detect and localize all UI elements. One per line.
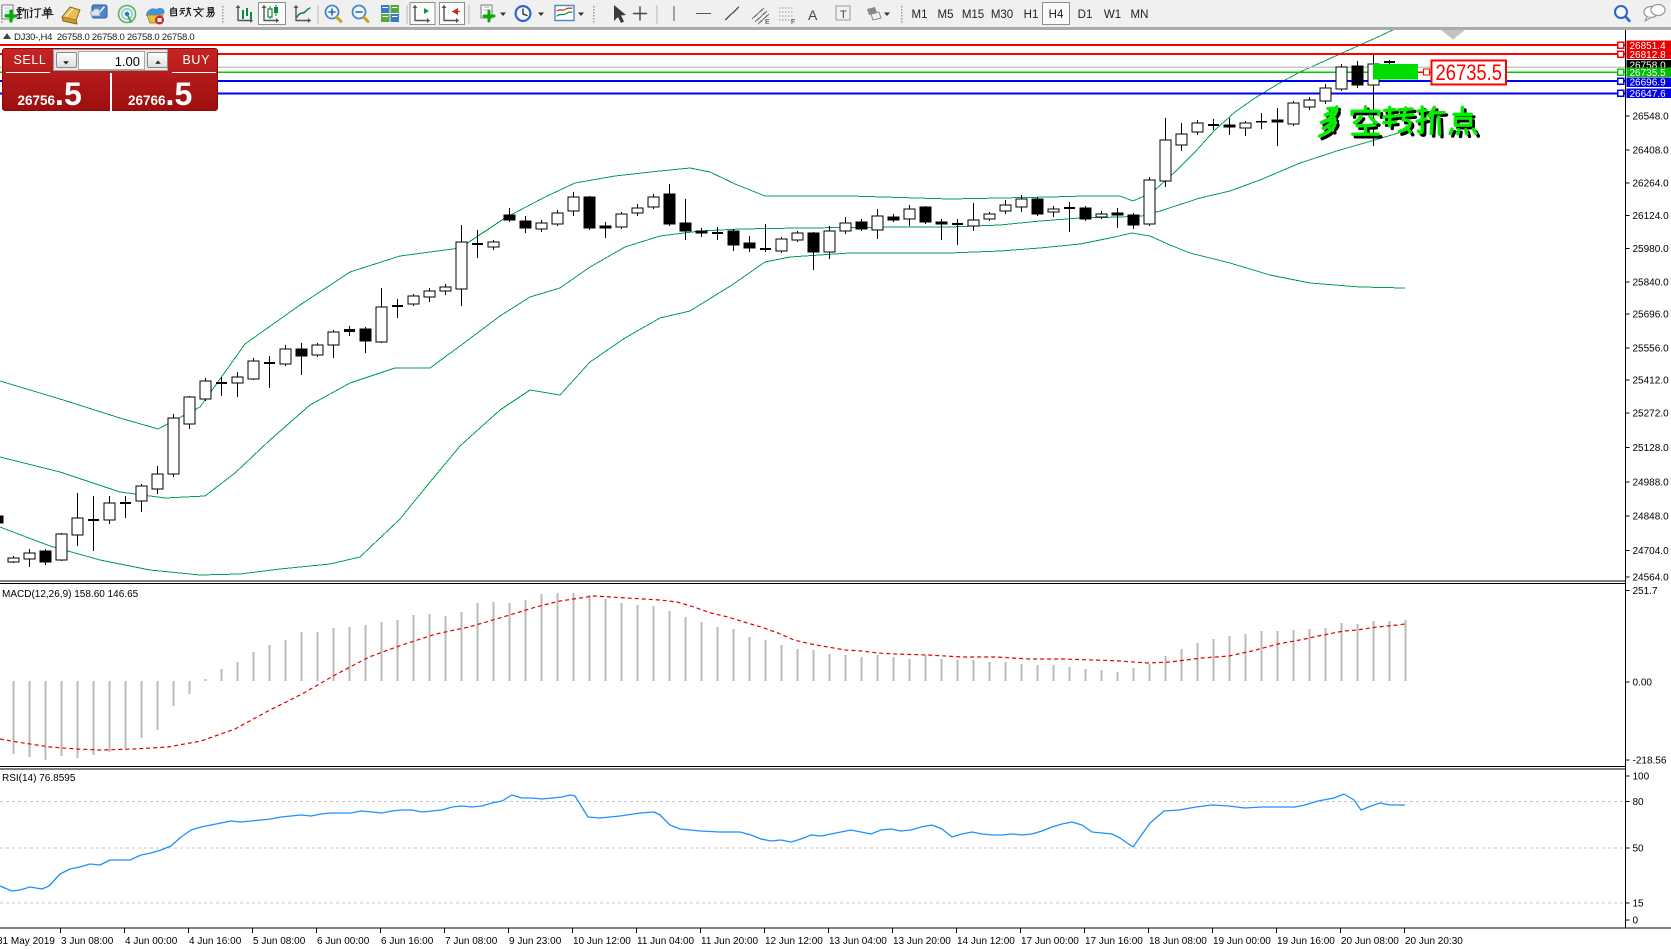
svg-text:M30: M30: [991, 9, 1013, 21]
svg-text:M15: M15: [962, 9, 984, 21]
svg-text:100: 100: [1633, 772, 1650, 783]
svg-text:26735.5: 26735.5: [1630, 68, 1667, 79]
svg-text:MACD(12,26,9) 158.60 146.65: MACD(12,26,9) 158.60 146.65: [2, 589, 139, 600]
svg-text:4 Jun 16:00: 4 Jun 16:00: [189, 936, 242, 947]
svg-text:5 Jun 08:00: 5 Jun 08:00: [253, 936, 306, 947]
svg-text:24848.0: 24848.0: [1633, 512, 1670, 523]
svg-text:10 Jun 12:00: 10 Jun 12:00: [573, 936, 631, 947]
svg-text:20 Jun 20:30: 20 Jun 20:30: [1405, 936, 1463, 947]
svg-text:25272.0: 25272.0: [1633, 409, 1670, 420]
svg-text:A: A: [808, 7, 818, 23]
svg-text:26758.0: 26758.0: [1630, 60, 1667, 71]
svg-text:9 Jun 23:00: 9 Jun 23:00: [509, 936, 562, 947]
svg-text:6 Jun 00:00: 6 Jun 00:00: [317, 936, 370, 947]
svg-text:26696.9: 26696.9: [1630, 78, 1667, 89]
svg-text:26851.4: 26851.4: [1630, 41, 1667, 52]
svg-text:19 Jun 16:00: 19 Jun 16:00: [1277, 936, 1335, 947]
svg-text:M1: M1: [912, 9, 928, 21]
svg-text:25128.0: 25128.0: [1633, 443, 1670, 454]
svg-text:13 Jun 04:00: 13 Jun 04:00: [829, 936, 887, 947]
svg-text:25412.0: 25412.0: [1633, 376, 1670, 387]
svg-text:26408.0: 26408.0: [1633, 146, 1670, 157]
svg-text:15: 15: [1633, 899, 1645, 910]
svg-text:25840.0: 25840.0: [1633, 278, 1670, 289]
svg-text:MN: MN: [1131, 9, 1149, 21]
svg-text:26264.0: 26264.0: [1633, 179, 1670, 190]
svg-text:24564.0: 24564.0: [1633, 573, 1670, 584]
svg-text:18 Jun 08:00: 18 Jun 08:00: [1149, 936, 1207, 947]
svg-text:50: 50: [1633, 844, 1645, 855]
svg-text:11 Jun 04:00: 11 Jun 04:00: [637, 936, 695, 947]
svg-text:12 Jun 12:00: 12 Jun 12:00: [765, 936, 823, 947]
svg-text:-218.56: -218.56: [1633, 756, 1667, 767]
svg-text:20 Jun 08:00: 20 Jun 08:00: [1341, 936, 1399, 947]
svg-text:H4: H4: [1049, 9, 1064, 21]
svg-text:3 Jun 08:00: 3 Jun 08:00: [61, 936, 114, 947]
svg-text:80: 80: [1633, 797, 1645, 808]
svg-text:RSI(14) 76.8595: RSI(14) 76.8595: [2, 773, 76, 784]
svg-text:25696.0: 25696.0: [1633, 310, 1670, 321]
svg-text:17 Jun 00:00: 17 Jun 00:00: [1021, 936, 1079, 947]
svg-text:0.00: 0.00: [1633, 678, 1653, 689]
svg-text:13 Jun 20:00: 13 Jun 20:00: [893, 936, 951, 947]
svg-text:M5: M5: [938, 9, 954, 21]
svg-text:11 Jun 20:00: 11 Jun 20:00: [701, 936, 759, 947]
svg-text:31 May 2019: 31 May 2019: [0, 936, 55, 947]
svg-text:7 Jun 08:00: 7 Jun 08:00: [445, 936, 498, 947]
svg-text:E: E: [765, 19, 770, 26]
svg-text:25980.0: 25980.0: [1633, 244, 1670, 255]
svg-text:0: 0: [1633, 916, 1639, 927]
svg-text:25556.0: 25556.0: [1633, 344, 1670, 355]
svg-text:251.7: 251.7: [1633, 586, 1658, 597]
svg-text:24704.0: 24704.0: [1633, 546, 1670, 557]
svg-text:6 Jun 16:00: 6 Jun 16:00: [381, 936, 434, 947]
svg-text:17 Jun 16:00: 17 Jun 16:00: [1085, 936, 1143, 947]
svg-text:H1: H1: [1024, 9, 1039, 21]
svg-text:W1: W1: [1104, 9, 1121, 21]
svg-text:4 Jun 00:00: 4 Jun 00:00: [125, 936, 178, 947]
svg-text:26124.0: 26124.0: [1633, 211, 1670, 222]
svg-text:24988.0: 24988.0: [1633, 478, 1670, 489]
svg-text:26548.0: 26548.0: [1633, 112, 1670, 123]
svg-text:26812.8: 26812.8: [1630, 50, 1667, 61]
svg-text:T: T: [840, 9, 847, 21]
svg-text:26647.6: 26647.6: [1630, 89, 1667, 100]
svg-text:D1: D1: [1078, 9, 1093, 21]
svg-text:19 Jun 00:00: 19 Jun 00:00: [1213, 936, 1271, 947]
svg-text:26735.5: 26735.5: [1436, 60, 1503, 85]
svg-text:F: F: [791, 19, 795, 26]
svg-text:14 Jun 12:00: 14 Jun 12:00: [957, 936, 1015, 947]
